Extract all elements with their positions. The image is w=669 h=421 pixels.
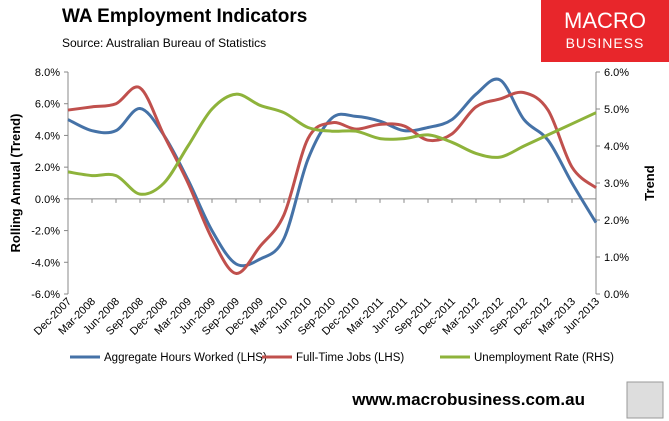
- y2-tick-label: 0.0%: [604, 289, 629, 301]
- line: [67, 92, 597, 196]
- logo-icon: [626, 381, 664, 419]
- y2-tick-label: 1.0%: [604, 252, 629, 264]
- chart-subtitle: Source: Australian Bureau of Statistics: [62, 36, 266, 50]
- chart-title: WA Employment Indicators: [62, 6, 307, 27]
- y-tick-label: -6.0%: [31, 289, 60, 301]
- logo-text: BUSINESS: [566, 35, 645, 51]
- y2-tick-label: 6.0%: [604, 67, 629, 79]
- y-tick-label: 6.0%: [35, 99, 60, 111]
- line: [67, 77, 598, 268]
- y2-tick-label: 5.0%: [604, 104, 629, 116]
- y-tick-label: 4.0%: [35, 130, 60, 142]
- y-axis-label: Rolling Annual (Trend): [8, 114, 23, 253]
- y2-axis-label: Trend: [642, 165, 657, 200]
- y-tick-label: -2.0%: [31, 226, 60, 238]
- y2-tick-label: 2.0%: [604, 215, 629, 227]
- legend-label: Unemployment Rate (RHS): [474, 352, 614, 364]
- logo-text: MACRO: [564, 8, 646, 33]
- line: [67, 85, 597, 275]
- legend-label: Full-Time Jobs (LHS): [296, 352, 404, 364]
- y-tick-label: -4.0%: [31, 257, 60, 269]
- y-tick-label: 0.0%: [35, 194, 60, 206]
- y-tick-label: 8.0%: [35, 67, 60, 79]
- footer: www.macrobusiness.com.au: [351, 390, 585, 409]
- y-tick-label: 2.0%: [35, 162, 60, 174]
- logo-box: [541, 0, 669, 62]
- y2-tick-label: 4.0%: [604, 141, 629, 153]
- y2-tick-label: 3.0%: [604, 178, 629, 190]
- legend-label: Aggregate Hours Worked (LHS): [104, 352, 267, 364]
